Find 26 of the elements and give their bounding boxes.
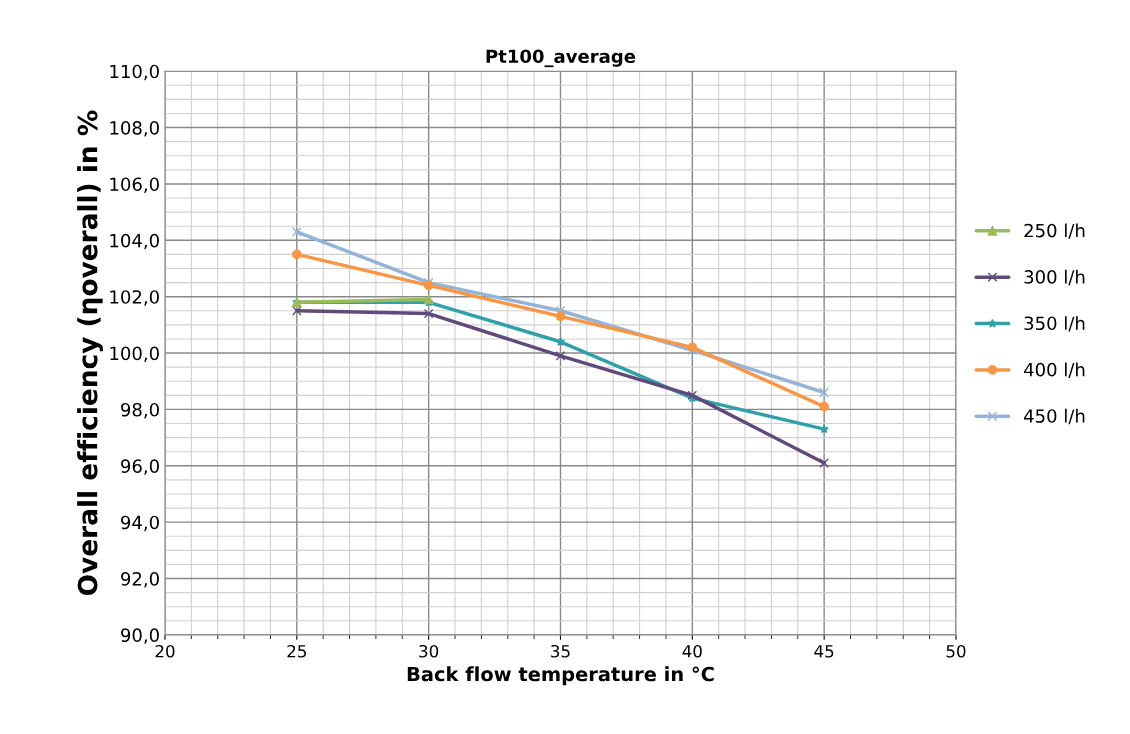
x-tick-label: 40 — [682, 644, 702, 658]
x-tick-label: 45 — [814, 645, 834, 658]
y-tick-label: 104,0 — [110, 233, 159, 250]
y-tick-label: 100,0 — [110, 346, 159, 363]
y-tick-label: 96,0 — [121, 459, 159, 475]
x-tick-label: 30 — [419, 644, 439, 658]
x-tick-label: 50 — [946, 644, 966, 658]
x-tick-label: 35 — [551, 644, 570, 658]
legend-label: 300 l/h — [1024, 269, 1085, 286]
legend-label: 400 l/h — [1024, 362, 1085, 378]
legend-label: 350 l/h — [1024, 316, 1085, 332]
y-tick-label: 108,0 — [110, 121, 159, 137]
x-tick-label: 25 — [287, 644, 306, 658]
y-tick-label: 106,0 — [110, 177, 159, 193]
y-tick-label: 98,0 — [121, 402, 159, 419]
legend-label: 450 l/h — [1024, 408, 1085, 425]
y-tick-label: 94,0 — [121, 515, 159, 532]
x-axis-title: Back flow temperature in °C — [407, 666, 714, 686]
legend-label: 250 l/h — [1024, 223, 1085, 239]
y-tick-label: 102,0 — [110, 290, 159, 306]
x-tick-label: 20 — [155, 644, 175, 658]
y-tick-label: 92,0 — [121, 572, 159, 588]
chart-title: Pt100_average — [486, 49, 636, 68]
y-axis-title: Overall efficiency (ηoverall) in % — [77, 110, 103, 596]
y-tick-label: 110,0 — [110, 64, 159, 81]
y-tick-label: 90,0 — [121, 628, 159, 644]
